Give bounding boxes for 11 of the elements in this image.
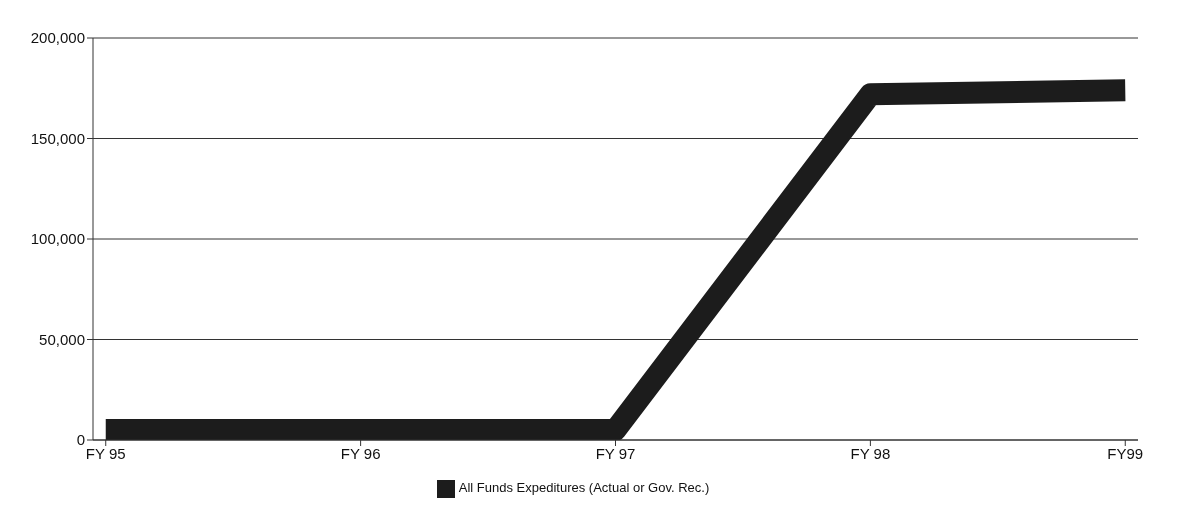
y-tick-label: 50,000 bbox=[39, 330, 85, 348]
x-tick-label: FY99 bbox=[1107, 444, 1144, 462]
y-tick-label: 150,000 bbox=[30, 129, 85, 147]
x-tick-label: FY 97 bbox=[595, 444, 636, 462]
legend-label: All Funds Expeditures (Actual or Gov. Rec.) bbox=[458, 480, 710, 496]
x-tick-label: FY 96 bbox=[340, 444, 381, 462]
y-tick-label: 0 bbox=[76, 431, 85, 449]
y-tick-label: 100,000 bbox=[30, 230, 85, 248]
x-tick-label: FY 98 bbox=[850, 444, 891, 462]
y-tick-label: 200,000 bbox=[30, 29, 85, 47]
x-tick-label: FY 95 bbox=[85, 444, 126, 462]
